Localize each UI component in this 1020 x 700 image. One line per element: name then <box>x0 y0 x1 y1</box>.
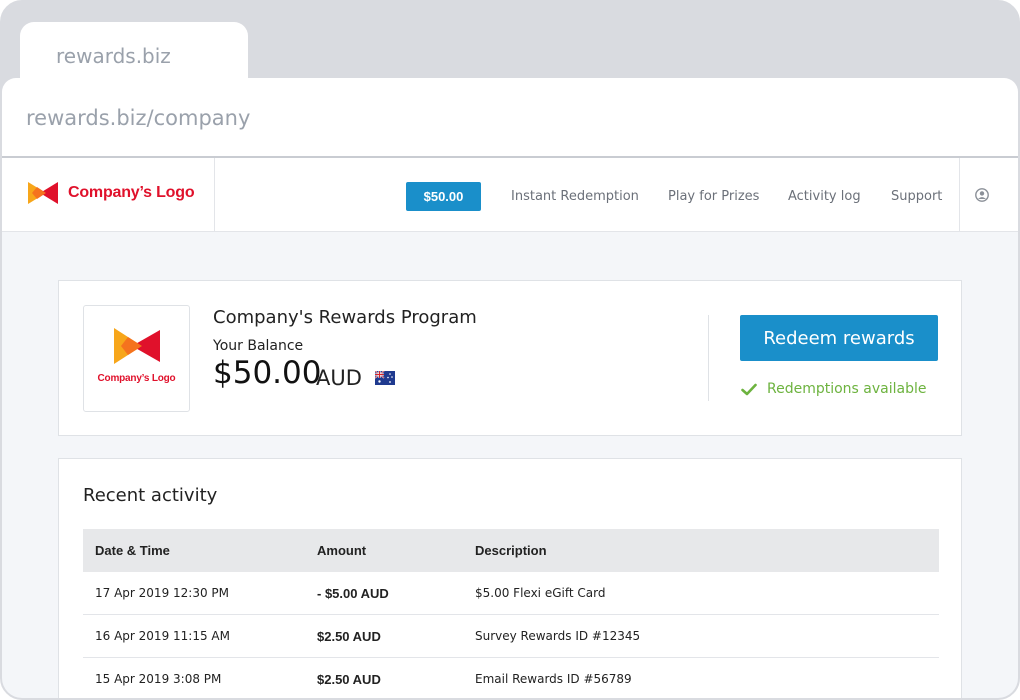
program-logo: Company’s Logo <box>83 305 190 412</box>
row-description: $5.00 Flexi eGift Card <box>475 586 606 600</box>
row-date: 17 Apr 2019 12:30 PM <box>95 586 229 600</box>
tab-title: rewards.biz <box>56 44 171 68</box>
table-row[interactable]: 16 Apr 2019 11:15 AM $2.50 AUD Survey Re… <box>83 615 939 658</box>
page-viewport: Company’s Logo $50.00 Instant Redemption… <box>2 156 1018 698</box>
balance-currency: AUD <box>316 366 362 390</box>
redemptions-status-text: Redemptions available <box>767 381 927 397</box>
nav-divider <box>214 158 215 232</box>
row-amount: - $5.00 AUD <box>317 585 389 601</box>
redemptions-status: Redemptions available <box>741 381 927 397</box>
company-logo-icon <box>114 328 160 364</box>
column-header-date: Date & Time <box>95 543 170 558</box>
nav-divider <box>959 158 960 232</box>
nav-link-play-for-prizes[interactable]: Play for Prizes <box>668 189 760 204</box>
balance-card: Company’s Logo Company's Rewards Program… <box>58 280 962 436</box>
user-circle-icon[interactable] <box>975 188 989 202</box>
top-navigation: Company’s Logo $50.00 Instant Redemption… <box>2 158 1018 232</box>
balance-chip[interactable]: $50.00 <box>406 182 481 211</box>
nav-link-support[interactable]: Support <box>891 189 943 204</box>
australia-flag-icon <box>375 371 395 385</box>
column-header-amount: Amount <box>317 543 367 558</box>
balance-label: Your Balance <box>213 338 304 354</box>
company-logo-icon <box>28 182 58 204</box>
nav-link-activity-log[interactable]: Activity log <box>788 189 861 204</box>
table-row[interactable]: 17 Apr 2019 12:30 PM - $5.00 AUD $5.00 F… <box>83 572 939 615</box>
row-date: 15 Apr 2019 3:08 PM <box>95 672 222 686</box>
check-icon <box>741 383 757 395</box>
recent-activity-title: Recent activity <box>83 485 218 506</box>
row-description: Survey Rewards ID #12345 <box>475 629 641 643</box>
url-text[interactable]: rewards.biz/company <box>26 106 251 130</box>
program-logo-text: Company’s Logo <box>97 373 176 384</box>
table-header: Date & Time Amount Description <box>83 529 939 572</box>
activity-table: Date & Time Amount Description 17 Apr 20… <box>83 529 939 698</box>
column-header-description: Description <box>475 543 547 558</box>
row-amount: $2.50 AUD <box>317 671 381 687</box>
program-title: Company's Rewards Program <box>213 307 477 328</box>
company-logo[interactable]: Company’s Logo <box>26 180 195 206</box>
row-description: Email Rewards ID #56789 <box>475 672 632 686</box>
redeem-rewards-button[interactable]: Redeem rewards <box>740 315 938 361</box>
address-bar[interactable]: rewards.biz/company <box>2 78 1018 158</box>
browser-tab[interactable]: rewards.biz <box>20 22 248 82</box>
logo-text: Company’s Logo <box>68 184 195 201</box>
recent-activity-card: Recent activity Date & Time Amount Descr… <box>58 458 962 698</box>
table-row[interactable]: 15 Apr 2019 3:08 PM $2.50 AUD Email Rewa… <box>83 658 939 698</box>
card-divider <box>708 315 709 401</box>
nav-link-instant-redemption[interactable]: Instant Redemption <box>511 189 639 204</box>
row-amount: $2.50 AUD <box>317 628 381 644</box>
row-date: 16 Apr 2019 11:15 AM <box>95 629 230 643</box>
balance-amount: $50.00 <box>213 355 322 391</box>
